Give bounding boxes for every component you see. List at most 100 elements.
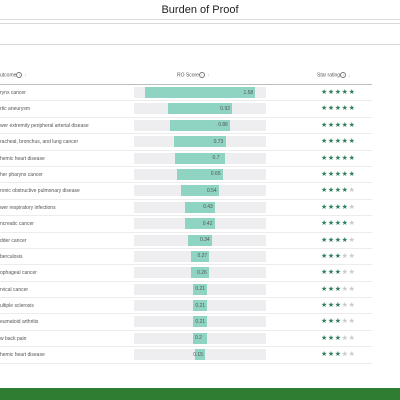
star-icon: ★ (321, 203, 328, 211)
star-rating: ★★★★★ (321, 186, 355, 194)
table-row[interactable]: rvical cancer 0.21 ★★★★★ (0, 282, 372, 299)
outcome-info-icon[interactable]: i (16, 72, 23, 78)
star-icon: ★ (348, 138, 356, 146)
star-rating-info-icon[interactable]: i (340, 72, 347, 78)
outcome-name[interactable]: wer respiratory infections (0, 204, 56, 211)
star-icon: ★ (341, 138, 349, 146)
header-outcome[interactable]: utcome i ↑ (0, 72, 27, 79)
table-row[interactable]: w back pain 0.2 ★★★★★ (0, 331, 372, 348)
table-row[interactable]: ncreatic cancer 0.42 ★★★★★ (0, 216, 372, 233)
outcomes-table: utcome i ↑ RO Score i ↑ Star rating i ↓ rynx c… (0, 68, 372, 364)
star-rating-sort-arrow-icon[interactable]: ↓ (348, 72, 351, 79)
outcome-name[interactable]: racheal, bronchus, and lung cancer (0, 139, 79, 146)
outcome-name[interactable]: ultiple sclerosis (0, 303, 34, 310)
ro-score-track: 1.58 (134, 87, 266, 98)
star-icon: ★ (327, 121, 335, 129)
ro-score-bar (194, 349, 206, 361)
outcome-name[interactable]: her pharynx cancer (0, 171, 43, 178)
outcome-name[interactable]: ronic obstructive pulmonary disease (0, 188, 80, 195)
star-icon: ★ (321, 334, 328, 342)
star-icon: ★ (321, 269, 328, 277)
ro-score-bar (188, 234, 212, 246)
table-row[interactable]: ronic obstructive pulmonary disease 0.54 ★… (0, 183, 372, 200)
ro-score-bar (175, 152, 225, 164)
outcome-name[interactable]: rvical cancer (0, 286, 29, 293)
table-row[interactable]: her pharynx cancer 0.65 ★★★★★ (0, 167, 372, 184)
outcome-sort-arrow-icon[interactable]: ↑ (24, 72, 27, 79)
ro-score-bar (174, 136, 226, 148)
table-row[interactable]: dder cancer 0.34 ★★★★★ (0, 233, 372, 249)
star-icon: ★ (334, 89, 342, 96)
ro-score-track: 0.15 (134, 349, 266, 361)
table-row[interactable]: wer extremity peripheral arterial diseas… (0, 118, 372, 135)
star-icon: ★ (321, 351, 328, 359)
star-icon: ★ (341, 203, 349, 211)
table-header: utcome i ↑ RO Score i ↑ Star rating i ↓ (0, 68, 372, 85)
ro-score-bar (181, 185, 219, 197)
outcome-name[interactable]: ophageal cancer (0, 270, 37, 277)
ro-score-info-icon[interactable]: i (198, 72, 205, 78)
star-icon: ★ (348, 187, 356, 195)
header-star-rating[interactable]: Star rating i ↓ (317, 72, 351, 79)
star-icon: ★ (321, 154, 328, 162)
table-row[interactable]: berculosis 0.27 ★★★★★ (0, 249, 372, 266)
star-icon: ★ (334, 203, 342, 211)
star-rating: ★★★★★ (321, 236, 355, 244)
star-icon: ★ (327, 220, 335, 228)
star-icon: ★ (341, 187, 349, 195)
table-row[interactable]: ophageal cancer 0.26 ★★★★★ (0, 265, 372, 282)
star-icon: ★ (321, 121, 328, 129)
table-row[interactable]: wer respiratory infections 0.43 ★★★★★ (0, 200, 372, 217)
star-icon: ★ (348, 89, 356, 96)
star-icon: ★ (327, 269, 335, 277)
ro-score-bar (190, 267, 210, 279)
outcome-name[interactable]: ncreatic cancer (0, 221, 34, 228)
outcome-name[interactable]: berculosis (0, 253, 23, 260)
ro-score-bar (177, 168, 223, 180)
header-ro-score[interactable]: RO Score i ↑ (177, 72, 209, 79)
ro-score-value: 0.21 (195, 286, 206, 293)
star-icon: ★ (327, 302, 335, 310)
ro-score-track: 0.2 (134, 332, 266, 344)
ro-score-track: 0.21 (134, 300, 266, 312)
star-icon: ★ (334, 220, 342, 228)
star-icon: ★ (341, 285, 349, 293)
table-row[interactable]: racheal, bronchus, and lung cancer 0.73 ★★… (0, 134, 372, 151)
outcome-name[interactable]: eumatoid arthritis (0, 319, 39, 326)
table-row[interactable]: ultiple sclerosis 0.21 ★★★★★ (0, 298, 372, 315)
star-icon: ★ (341, 236, 349, 244)
ro-score-value: 0.15 (193, 351, 203, 358)
table-row[interactable]: hemic heart disease 0.7 ★★★★★ (0, 151, 372, 167)
star-icon: ★ (321, 89, 328, 96)
search-input[interactable] (0, 23, 400, 45)
ro-score-sort-arrow-icon[interactable]: ↑ (206, 72, 210, 79)
ro-score-track: 0.7 (134, 152, 266, 164)
star-icon: ★ (348, 154, 356, 162)
outcome-name[interactable]: hemic heart disease (0, 352, 45, 359)
star-icon: ★ (334, 170, 342, 178)
star-icon: ★ (327, 318, 335, 326)
outcome-name[interactable]: rynx cancer (0, 90, 26, 96)
star-icon: ★ (341, 318, 349, 326)
outcome-name[interactable]: w back pain (0, 335, 27, 342)
star-icon: ★ (334, 252, 342, 260)
outcome-name[interactable]: hemic heart disease (0, 155, 45, 162)
outcome-name[interactable]: dder cancer (0, 237, 27, 244)
star-icon: ★ (341, 302, 349, 310)
star-icon: ★ (327, 89, 335, 96)
ro-score-bar (192, 300, 208, 312)
ro-score-track: 0.65 (134, 168, 266, 180)
table-row[interactable]: rynx cancer 1.58 ★★★★★ (0, 85, 372, 102)
outcome-name[interactable]: wer extremity peripheral arterial diseas… (0, 122, 89, 129)
star-rating: ★★★★★ (321, 219, 355, 227)
ro-score-track: 0.86 (134, 119, 266, 131)
star-icon: ★ (321, 318, 328, 326)
outcome-name[interactable]: rtic aneurysm (0, 106, 31, 113)
ro-score-bar (144, 87, 256, 98)
table-row[interactable]: eumatoid arthritis 0.21 ★★★★★ (0, 314, 372, 331)
table-row[interactable]: hemic heart disease 0.15 ★★★★★ (0, 347, 372, 364)
table-row[interactable]: rtic aneurysm 0.92 ★★★★★ (0, 101, 372, 118)
ro-score-value: 0.7 (212, 155, 220, 162)
star-icon: ★ (348, 269, 356, 277)
star-icon: ★ (327, 334, 335, 342)
